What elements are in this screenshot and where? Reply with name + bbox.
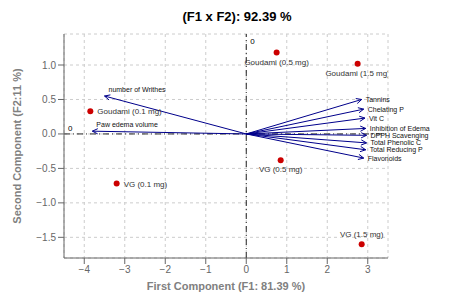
svg-text:Chelating P: Chelating P	[368, 106, 405, 114]
svg-text:−0.5: −0.5	[36, 163, 56, 174]
svg-text:1: 1	[284, 264, 290, 275]
svg-text:1.0: 1.0	[42, 60, 56, 71]
svg-text:0.0: 0.0	[42, 128, 56, 139]
svg-text:−1.0: −1.0	[36, 197, 56, 208]
svg-text:VG (0.1 mg): VG (0.1 mg)	[124, 180, 168, 189]
svg-text:Second Component (F2:11 %): Second Component (F2:11 %)	[11, 68, 23, 224]
svg-text:Vit C: Vit C	[369, 115, 384, 122]
html-text:(F1 x F2): 92.39 %: (F1 x F2): 92.39 %	[182, 9, 292, 24]
svg-text:0.5: 0.5	[42, 94, 56, 105]
svg-text:Inhibition of Edema: Inhibition of Edema	[369, 124, 430, 132]
svg-text:−1: −1	[200, 264, 212, 275]
svg-text:Goudami (0.1 mg): Goudami (0.1 mg)	[97, 107, 162, 116]
svg-text:Total Phenolic C: Total Phenolic C	[370, 139, 422, 147]
svg-text:−2: −2	[160, 264, 172, 275]
svg-text:−3: −3	[119, 264, 131, 275]
svg-text:0: 0	[250, 37, 255, 46]
svg-text:number of Writhes: number of Writhes	[109, 86, 167, 93]
svg-text:Total Reducing P: Total Reducing P	[370, 146, 423, 154]
svg-text:3: 3	[365, 264, 371, 275]
svg-text:0: 0	[68, 124, 73, 133]
svg-text:Goudami (0.5 mg): Goudami (0.5 mg)	[244, 58, 309, 67]
svg-text:DPPH Scavenging: DPPH Scavenging	[370, 131, 429, 139]
svg-text:Paw edema volume: Paw edema volume	[96, 121, 158, 128]
svg-text:Flavonoids: Flavonoids	[368, 155, 402, 162]
svg-text:VG (0.5 mg): VG (0.5 mg)	[259, 165, 303, 174]
svg-text:Goudami (1.5 mg): Goudami (1.5 mg)	[325, 69, 388, 78]
svg-text:2: 2	[324, 264, 330, 275]
svg-text:First Component (F1: 81.39 %): First Component (F1: 81.39 %)	[147, 280, 306, 292]
svg-text:Tannins: Tannins	[366, 96, 391, 103]
svg-text:−4: −4	[79, 264, 91, 275]
svg-text:0: 0	[243, 264, 249, 275]
svg-text:VG (1.5 mg): VG (1.5 mg)	[340, 230, 384, 239]
svg-text:−1.5: −1.5	[36, 232, 56, 243]
